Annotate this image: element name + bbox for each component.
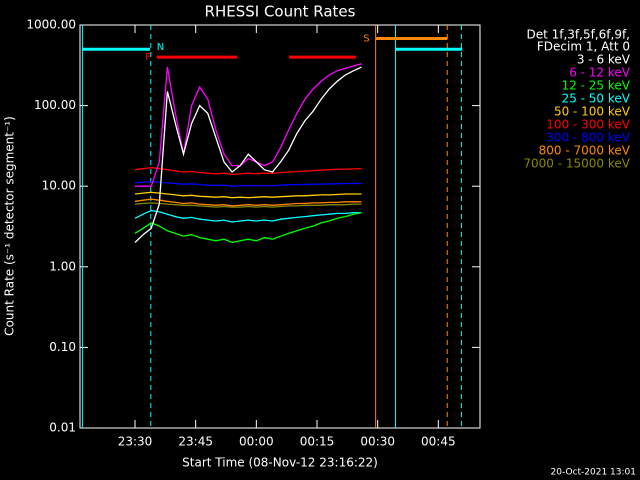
y-tick-label: 1.00 — [49, 259, 76, 273]
series-line — [134, 198, 362, 207]
legend-title: FDecim 1, Att 0 — [537, 40, 630, 54]
x-tick-label: 00:45 — [421, 435, 456, 449]
x-tick-label: 23:45 — [178, 435, 213, 449]
legend-entry: 300 - 800 keV — [546, 131, 630, 145]
legend-entry: 50 - 100 keV — [554, 105, 631, 119]
legend-entry: 3 - 6 keV — [577, 53, 631, 67]
series-line — [135, 63, 362, 187]
flag-label: S — [363, 33, 369, 44]
legend-entry: 6 - 12 keV — [569, 66, 631, 80]
y-tick-label: 0.01 — [49, 421, 76, 435]
x-tick-label: 23:30 — [118, 435, 153, 449]
chart-title: RHESSI Count Rates — [205, 3, 356, 21]
y-tick-label: 0.10 — [49, 340, 76, 354]
series-line — [134, 211, 362, 244]
series-line — [134, 191, 362, 199]
series-line — [134, 166, 362, 176]
timestamp: 20-Oct-2021 13:01 — [551, 468, 636, 478]
legend-entry: 25 - 50 keV — [562, 92, 631, 106]
series-line — [134, 202, 362, 208]
x-tick-label: 00:15 — [300, 435, 335, 449]
flag-label: N — [157, 42, 164, 53]
legend-entry: 800 - 7000 keV — [539, 144, 631, 158]
x-axis-label: Start Time (08-Nov-12 23:16:22) — [182, 456, 378, 470]
y-axis-label: Count Rate (s⁻¹ detector segment⁻¹) — [3, 116, 17, 336]
y-tick-label: 100.00 — [34, 98, 76, 112]
legend-entry: 12 - 25 keV — [562, 79, 631, 93]
legend-title: Det 1f,3f,5f,6f,9f, — [526, 28, 630, 42]
x-tick-label: 00:00 — [239, 435, 274, 449]
y-tick-label: 1000.00 — [26, 18, 76, 32]
flag-label: F — [145, 52, 151, 63]
series-line — [134, 209, 362, 223]
plot-frame — [79, 24, 481, 429]
legend-entry: 7000 - 15000 keV — [523, 157, 630, 171]
series-line — [134, 66, 362, 243]
legend-entry: 100 - 300 keV — [546, 118, 630, 132]
y-tick-label: 10.00 — [42, 179, 76, 193]
series-line — [134, 180, 362, 187]
x-tick-label: 00:30 — [360, 435, 395, 449]
